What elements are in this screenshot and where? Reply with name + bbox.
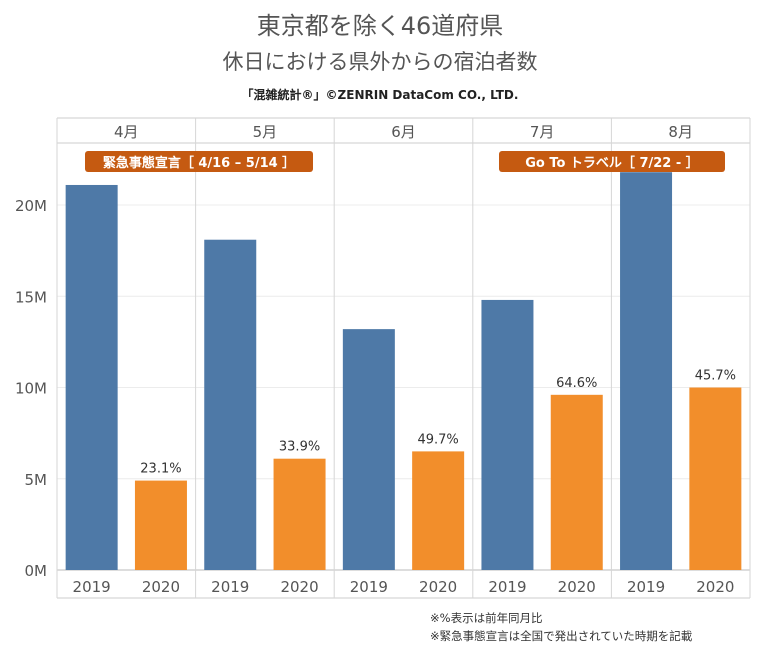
- bar: [550, 394, 603, 570]
- data-label: 23.1%: [140, 462, 181, 477]
- group-label: 5月: [253, 123, 278, 141]
- bar: [342, 329, 395, 570]
- bar: [65, 184, 118, 570]
- annotation-banner: [499, 151, 725, 172]
- group-label: 6月: [391, 123, 416, 141]
- data-credit: 「混雑統計®」©ZENRIN DataCom CO., LTD.: [241, 88, 519, 102]
- bar: [412, 451, 465, 570]
- bar: [204, 239, 257, 570]
- data-label: 33.9%: [279, 440, 320, 455]
- footnote: ※%表示は前年同月比: [430, 611, 543, 625]
- footnote: ※緊急事態宣言は全国で発出されていた時期を記載: [430, 629, 693, 643]
- bar: [134, 480, 187, 570]
- y-tick-label: 10M: [15, 380, 47, 398]
- bar-chart: 0M 5M 10M 15M 20M 4月 2019 2020 5月 2019 2020 6月 2019 2…: [15, 117, 751, 599]
- x-tick-label: 2019: [627, 578, 665, 596]
- group-label: 4月: [114, 123, 139, 141]
- bar: [273, 458, 326, 570]
- y-tick-label: 20M: [15, 197, 47, 215]
- group-label: 8月: [668, 123, 693, 141]
- chart-title: 東京都を除く46道府県: [256, 12, 504, 40]
- bar: [689, 387, 742, 570]
- data-label: 64.6%: [556, 376, 597, 391]
- data-label: 49.7%: [417, 432, 458, 447]
- x-tick-label: 2020: [280, 578, 318, 596]
- annotation-text: Go To トラベル［ 7/22 - ］: [525, 155, 699, 171]
- x-tick-label: 2020: [419, 578, 457, 596]
- annotation-banner: [85, 151, 313, 172]
- x-tick-label: 2019: [350, 578, 388, 596]
- x-tick-label: 2020: [142, 578, 180, 596]
- data-label: 45.7%: [695, 369, 736, 384]
- x-tick-label: 2019: [73, 578, 111, 596]
- annotation-text: 緊急事態宣言［ 4/16 – 5/14 ］: [103, 155, 295, 171]
- x-tick-label: 2020: [696, 578, 734, 596]
- x-tick-label: 2019: [488, 578, 526, 596]
- bar: [481, 299, 534, 570]
- chart-subtitle: 休日における県外からの宿泊者数: [222, 50, 538, 74]
- y-tick-label: 5M: [25, 471, 48, 489]
- bar: [620, 172, 673, 570]
- group-label: 7月: [530, 123, 555, 141]
- x-tick-label: 2020: [558, 578, 596, 596]
- y-tick-label: 0M: [25, 562, 48, 580]
- y-tick-label: 15M: [15, 288, 47, 306]
- x-tick-label: 2019: [211, 578, 249, 596]
